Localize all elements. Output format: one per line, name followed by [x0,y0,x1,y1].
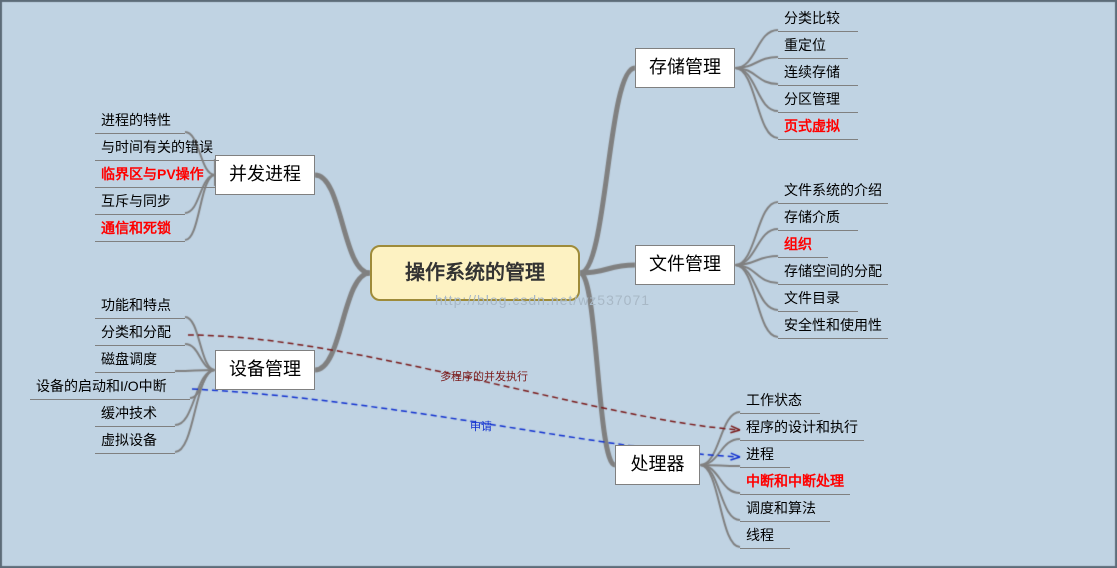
branch-device[interactable]: 设备管理 [215,350,315,390]
leaf-device-5[interactable]: 虚拟设备 [95,428,175,454]
leaf-concurrent-3-label: 互斥与同步 [101,193,171,209]
leaf-device-1-label: 分类和分配 [101,324,171,340]
leaf-cpu-5[interactable]: 线程 [740,523,790,549]
leaf-cpu-5-label: 线程 [746,527,774,543]
root-node-label: 操作系统的管理 [405,262,545,284]
leaf-device-3-label: 设备的启动和I/O中断 [36,378,167,394]
leaf-storage-3-label: 分区管理 [784,91,840,107]
leaf-cpu-3[interactable]: 中断和中断处理 [740,469,850,495]
leaf-cpu-2[interactable]: 进程 [740,442,790,468]
branch-storage-label: 存储管理 [649,57,721,77]
leaf-cpu-4[interactable]: 调度和算法 [740,496,830,522]
leaf-concurrent-2[interactable]: 临界区与PV操作 [95,162,215,188]
leaf-cpu-1[interactable]: 程序的设计和执行 [740,415,864,441]
leaf-storage-4-label: 页式虚拟 [784,118,840,134]
leaf-device-4[interactable]: 缓冲技术 [95,401,175,427]
leaf-file-5-label: 安全性和使用性 [784,317,882,333]
branch-concurrent[interactable]: 并发进程 [215,155,315,195]
leaf-concurrent-0-label: 进程的特性 [101,112,171,128]
leaf-file-0[interactable]: 文件系统的介绍 [778,178,888,204]
leaf-device-5-label: 虚拟设备 [101,432,157,448]
leaf-storage-0[interactable]: 分类比较 [778,6,858,32]
branch-cpu[interactable]: 处理器 [615,445,700,485]
branch-storage[interactable]: 存储管理 [635,48,735,88]
leaf-storage-1[interactable]: 重定位 [778,33,848,59]
leaf-file-4-label: 文件目录 [784,290,840,306]
leaf-file-4[interactable]: 文件目录 [778,286,858,312]
leaf-file-1[interactable]: 存储介质 [778,205,858,231]
leaf-concurrent-4[interactable]: 通信和死锁 [95,216,185,242]
leaf-storage-2[interactable]: 连续存储 [778,60,858,86]
leaf-device-1[interactable]: 分类和分配 [95,320,185,346]
leaf-file-3[interactable]: 存储空间的分配 [778,259,888,285]
leaf-device-4-label: 缓冲技术 [101,405,157,421]
leaf-device-2[interactable]: 磁盘调度 [95,347,175,373]
leaf-file-0-label: 文件系统的介绍 [784,182,882,198]
leaf-storage-2-label: 连续存储 [784,64,840,80]
leaf-device-0[interactable]: 功能和特点 [95,293,185,319]
leaf-concurrent-1[interactable]: 与时间有关的错误 [95,135,219,161]
leaf-cpu-2-label: 进程 [746,446,774,462]
leaf-cpu-1-label: 程序的设计和执行 [746,419,858,435]
leaf-device-2-label: 磁盘调度 [101,351,157,367]
leaf-cpu-0[interactable]: 工作状态 [740,388,820,414]
leaf-cpu-3-label: 中断和中断处理 [746,473,844,489]
leaf-concurrent-2-label: 临界区与PV操作 [101,166,204,182]
root-node[interactable]: 操作系统的管理 [370,245,580,301]
leaf-concurrent-3[interactable]: 互斥与同步 [95,189,185,215]
leaf-file-2-label: 组织 [784,236,812,252]
leaf-concurrent-1-label: 与时间有关的错误 [101,139,213,155]
branch-file-label: 文件管理 [649,254,721,274]
leaf-concurrent-4-label: 通信和死锁 [101,220,171,236]
branch-concurrent-label: 并发进程 [229,164,301,184]
leaf-storage-3[interactable]: 分区管理 [778,87,858,113]
leaf-cpu-0-label: 工作状态 [746,392,802,408]
leaf-file-2[interactable]: 组织 [778,232,828,258]
leaf-storage-0-label: 分类比较 [784,10,840,26]
leaf-cpu-4-label: 调度和算法 [746,500,816,516]
leaf-concurrent-0[interactable]: 进程的特性 [95,108,185,134]
branch-device-label: 设备管理 [229,359,301,379]
branch-cpu-label: 处理器 [631,454,685,474]
leaf-device-3[interactable]: 设备的启动和I/O中断 [30,374,190,400]
branch-file[interactable]: 文件管理 [635,245,735,285]
leaf-file-5[interactable]: 安全性和使用性 [778,313,888,339]
leaf-device-0-label: 功能和特点 [101,297,171,313]
leaf-file-3-label: 存储空间的分配 [784,263,882,279]
leaf-file-1-label: 存储介质 [784,209,840,225]
leaf-storage-1-label: 重定位 [784,37,826,53]
leaf-storage-4[interactable]: 页式虚拟 [778,114,858,140]
